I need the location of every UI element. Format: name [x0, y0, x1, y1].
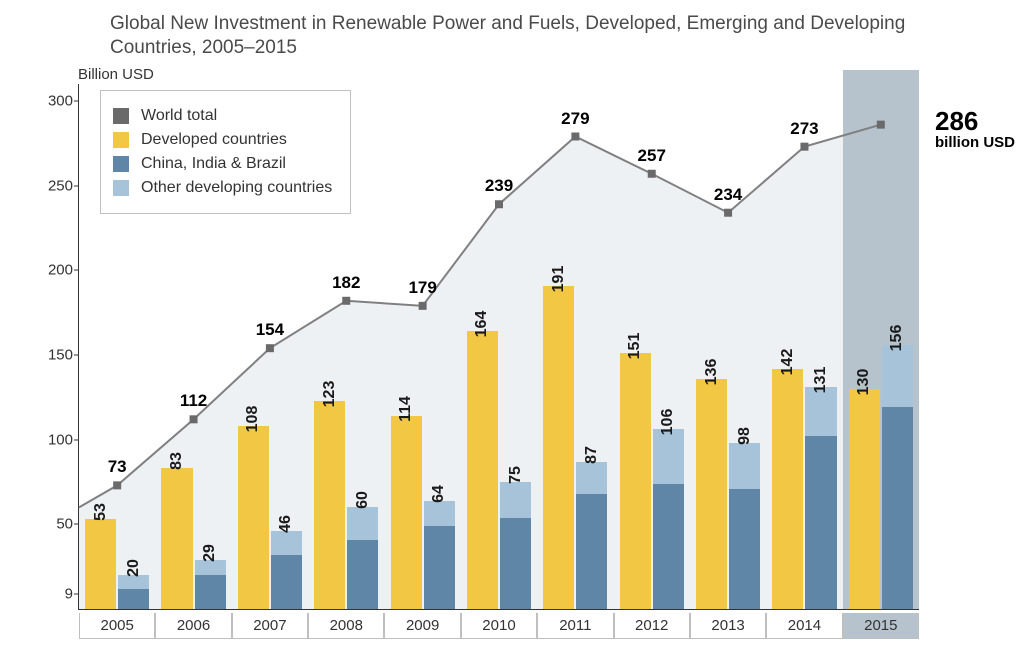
bar-value-label: 114	[397, 396, 415, 422]
y-tick-label: 100	[37, 431, 73, 448]
bar-value-label: 53	[92, 503, 110, 521]
bar-value-label: 108	[244, 406, 262, 433]
bar-value-label: 131	[812, 367, 830, 394]
chart-container: Global New Investment in Renewable Power…	[0, 0, 1032, 671]
bar-value-label: 136	[703, 358, 721, 385]
bar-value-label: 64	[430, 485, 448, 503]
bar-value-label: 75	[507, 466, 525, 484]
bar-value-label: 164	[473, 311, 491, 338]
x-axis-cell: 2008	[308, 613, 384, 639]
x-axis-cell: 2006	[155, 613, 231, 639]
bar-value-label: 87	[583, 446, 601, 464]
x-axis-cell: 2012	[614, 613, 690, 639]
bar-value-label: 151	[626, 333, 644, 360]
y-axis-unit: Billion USD	[78, 66, 154, 83]
bar-value-label: 106	[659, 409, 677, 436]
x-axis-cell: 2011	[537, 613, 613, 639]
world-total-value-label: 273	[790, 119, 818, 139]
bar-value-label: 20	[125, 559, 143, 577]
x-axis-cell: 2009	[384, 613, 460, 639]
y-tick-label: 150	[37, 346, 73, 363]
bar-value-label: 191	[550, 265, 568, 292]
y-tick-label: 250	[37, 177, 73, 194]
world-total-value-label: 73	[108, 457, 127, 477]
world-total-value-label: 279	[561, 109, 589, 129]
world-total-value-label: 112	[180, 391, 207, 411]
x-axis-cell: 2005	[79, 613, 155, 639]
bar-value-label: 29	[201, 544, 219, 562]
chart-title: Global New Investment in Renewable Power…	[110, 12, 990, 60]
bar-value-label: 142	[779, 348, 797, 375]
callout-value: 286	[935, 108, 1015, 134]
x-axis-cell: 2007	[232, 613, 308, 639]
world-total-value-label: 182	[332, 273, 360, 293]
labels-layer: 53 20 83 29 108 46 123 60 114 64 164 75 191 87 151 106 1…	[79, 84, 919, 609]
y-tick-label: 300	[37, 92, 73, 109]
y-tick-label: 9	[37, 585, 73, 602]
world-total-value-label: 154	[256, 320, 284, 340]
world-total-value-label: 234	[714, 185, 742, 205]
x-axis-cell: 2013	[690, 613, 766, 639]
final-value-callout: 286 billion USD	[935, 108, 1015, 151]
world-total-value-label: 239	[485, 176, 513, 196]
bar-value-label: 156	[888, 324, 906, 351]
y-tick-label: 200	[37, 262, 73, 279]
world-total-value-label: 179	[408, 278, 436, 298]
world-total-value-label: 257	[638, 146, 666, 166]
plot-area: 53 20 83 29 108 46 123 60 114 64 164 75 191 87 151 106 1…	[78, 84, 919, 610]
x-axis-cell: 2014	[766, 613, 842, 639]
bar-value-label: 83	[168, 453, 186, 471]
x-axis-cell: 2010	[461, 613, 537, 639]
y-tick-label: 50	[37, 516, 73, 533]
x-axis-cell: 2015	[843, 613, 919, 639]
callout-unit: billion USD	[935, 134, 1015, 151]
bar-value-label: 46	[277, 515, 295, 533]
bar-value-label: 60	[354, 491, 372, 509]
bar-value-label: 98	[736, 427, 754, 445]
bar-value-label: 130	[855, 368, 873, 395]
bar-value-label: 123	[321, 380, 339, 407]
